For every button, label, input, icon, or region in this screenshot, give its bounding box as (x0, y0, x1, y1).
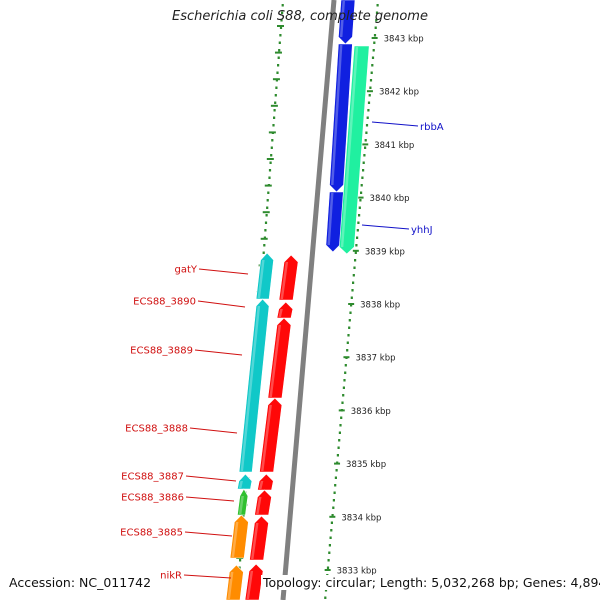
map-title: Escherichia coli S88, complete genome (172, 9, 428, 24)
plus-gene-label: rbbA (420, 122, 444, 133)
accession-text: Accession: NC_011742 (9, 575, 156, 590)
minus-label-leader (185, 475, 237, 482)
gene-red-8 (244, 563, 264, 600)
minus-gene-label: gatY (174, 265, 197, 276)
kbp-tick-label: 3841 kbp (374, 141, 414, 151)
kbp-tick-label: 3835 kbp (346, 460, 386, 470)
gene-nikR (225, 564, 244, 600)
gene-red-7-highlight (251, 523, 259, 559)
kbp-tick-label: 3833 kbp (337, 567, 377, 577)
gene-red-7 (249, 515, 269, 561)
kbp-tick-label: 3840 kbp (370, 194, 410, 204)
gene-ECS88-3887-highlight (238, 481, 243, 488)
minus-gene-label: ECS88_3888 (125, 424, 188, 435)
gene-ECS88-3886-highlight (238, 496, 244, 514)
minus-gene-label: ECS88_3889 (130, 346, 193, 357)
gene-top-blue-highlight (339, 1, 345, 37)
kbp-tick-label: 3838 kbp (360, 301, 400, 311)
minus-gene-label: ECS88_3887 (121, 472, 184, 483)
minus-label-leader (197, 300, 246, 308)
gene-blue-lower (325, 191, 344, 253)
gene-red-4 (259, 397, 283, 473)
kbp-tick-label: 3836 kbp (351, 407, 391, 417)
gene-red-3-highlight (269, 325, 281, 397)
plus-label-leader (361, 224, 410, 230)
minus-gene-label: ECS88_3890 (133, 297, 196, 308)
plus-gene-label: yhhJ (411, 225, 433, 236)
kbp-tick-label: 3839 kbp (365, 247, 405, 257)
gene-ECS88-3890-3888 (238, 298, 270, 473)
feature-layer (225, 0, 370, 600)
kbp-tick-label: 3837 kbp (355, 354, 395, 364)
gene-red-1 (278, 254, 299, 301)
gene-red-8-highlight (246, 571, 254, 599)
gene-rbbA-part-highlight (331, 45, 343, 185)
gene-red-2-highlight (278, 309, 283, 317)
gene-ECS88-3890-3888-highlight (240, 306, 261, 471)
gene-nikR-highlight (227, 572, 234, 599)
minus-label-leader (183, 574, 232, 579)
minus-gene-label: nikR (160, 571, 182, 582)
minus-label-leader (184, 531, 233, 537)
gene-blue-lower-highlight (327, 193, 334, 245)
gene-yhhJ-highlight (340, 47, 359, 247)
gene-ECS88-3885-highlight (231, 522, 239, 557)
gene-rbbA-part (329, 43, 353, 193)
minus-label-leader (189, 427, 238, 434)
chromosome-backbone (280, 0, 337, 600)
minus-gene-label: ECS88_3885 (120, 528, 183, 539)
plus-label-leader (371, 121, 419, 127)
label-layer: 3843 kbp 3842 kbp 3841 kbp 3840 kbp 3839 kbp… (120, 35, 444, 582)
inner-ruler-dots (324, 4, 379, 599)
minus-gene-label: ECS88_3886 (121, 493, 184, 504)
gene-red-1-highlight (280, 262, 289, 299)
gene-ECS88-3885 (229, 514, 249, 559)
gene-red-4-highlight (261, 405, 272, 471)
kbp-tick-label: 3834 kbp (341, 513, 381, 523)
gene-gatY-highlight (257, 260, 265, 298)
gene-red-5-highlight (259, 481, 264, 489)
gene-yhhJ (338, 45, 370, 255)
gene-top-blue (338, 0, 356, 45)
topology-text: Topology: circular; Length: 5,032,268 bp… (261, 575, 600, 590)
gene-red-6 (254, 489, 272, 516)
backbone-layer (280, 0, 337, 600)
kbp-tick-label: 3842 kbp (379, 88, 419, 98)
minus-label-leader (194, 349, 243, 356)
kbp-tick-label: 3843 kbp (384, 35, 424, 45)
gene-red-6-highlight (256, 497, 262, 514)
minus-label-leader (185, 496, 235, 502)
minus-label-leader (198, 268, 249, 275)
